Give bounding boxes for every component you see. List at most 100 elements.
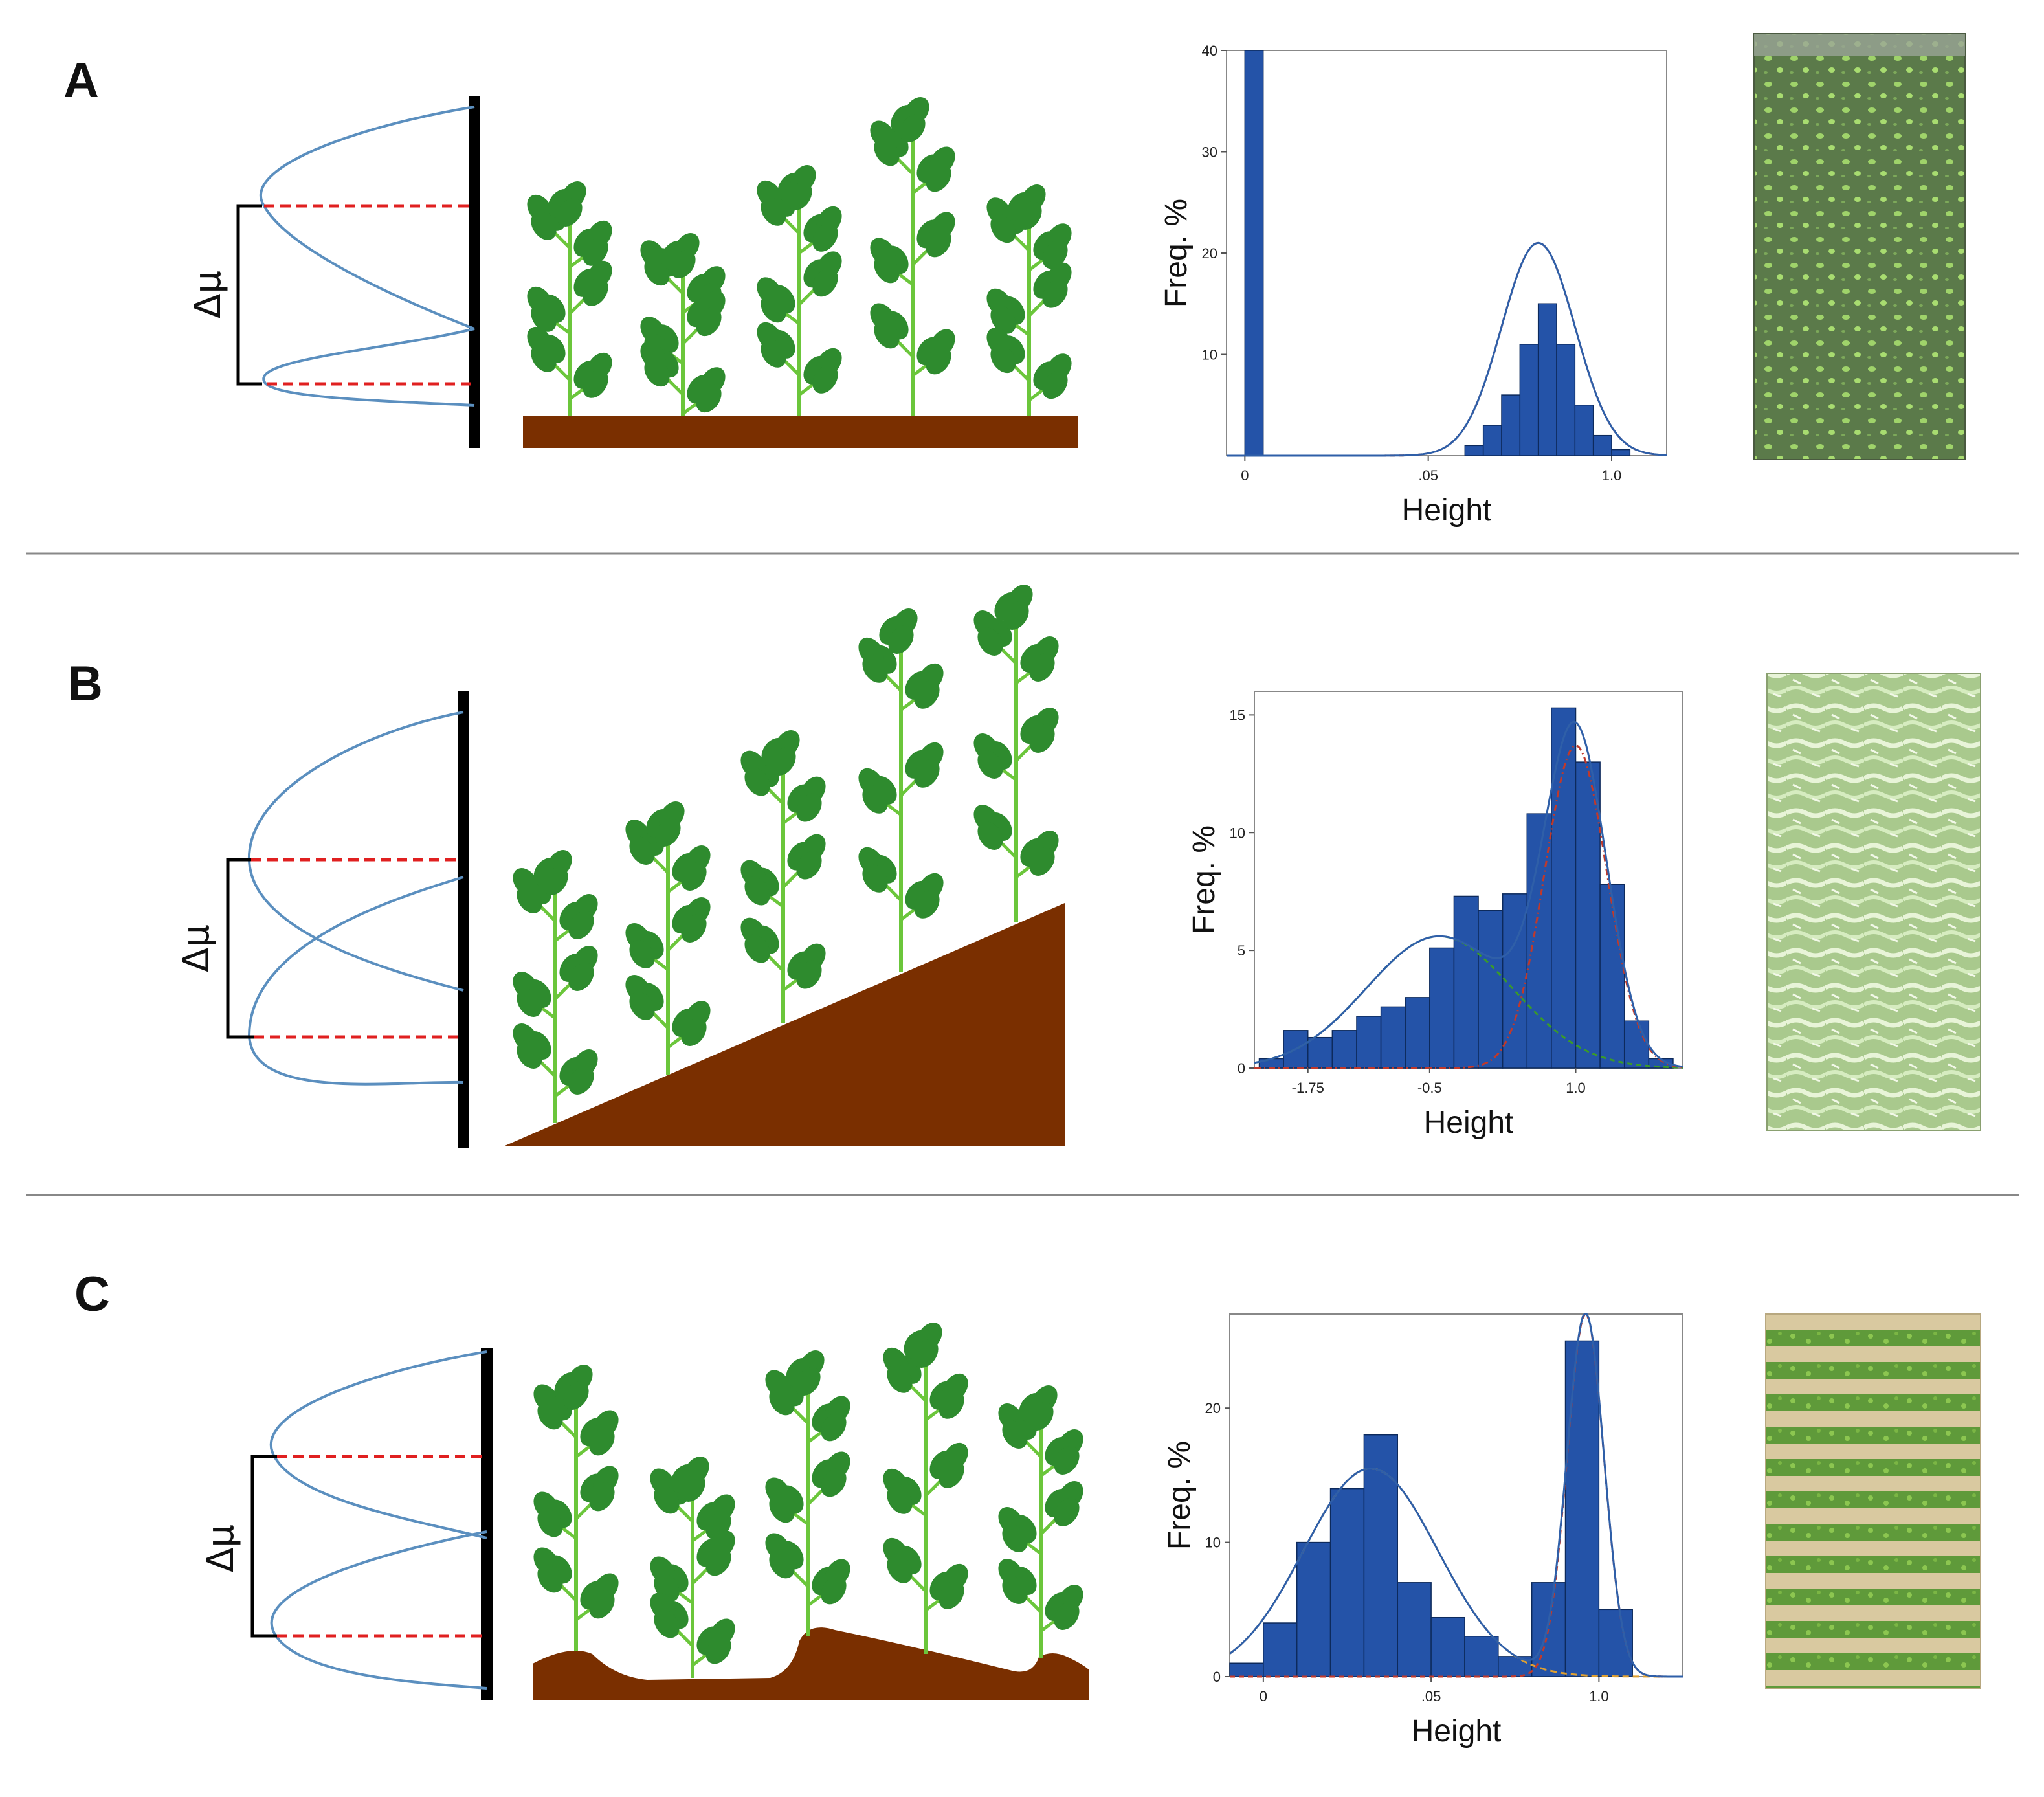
leaf-cluster: [858, 637, 897, 683]
leaf-cluster: [554, 1365, 593, 1410]
histogram-bar: [1564, 1340, 1600, 1677]
leaf-cluster: [929, 1442, 968, 1488]
leaf: [990, 214, 1016, 243]
fit-curve: [1254, 935, 1683, 1069]
leaf-cluster: [883, 1537, 922, 1583]
leaf: [1016, 201, 1042, 230]
leaf: [1002, 1420, 1028, 1449]
y-axis-title: Freq. %: [1159, 199, 1194, 307]
leaf-cluster: [672, 897, 711, 943]
leaf: [589, 1482, 615, 1512]
leaf: [769, 1387, 795, 1416]
leaf: [1042, 279, 1068, 308]
leaf-cluster: [905, 663, 944, 709]
x-axis-title: Height: [1412, 1714, 1502, 1748]
leaf: [1003, 601, 1029, 630]
leaf-cluster: [916, 146, 955, 192]
histogram-bar: [1482, 425, 1502, 456]
histogram-bar: [1551, 707, 1577, 1069]
plant: [998, 1385, 1083, 1658]
leaf: [914, 680, 940, 709]
histogram-bar: [1229, 1662, 1264, 1677]
leaf-cluster: [870, 120, 909, 166]
x-axis-title: Height: [1424, 1106, 1514, 1140]
delta-bracket: [250, 1455, 277, 1638]
leaf-cluster: [994, 585, 1033, 630]
leaf: [977, 627, 1003, 656]
leaf-cluster: [761, 730, 800, 776]
leaf-cluster: [757, 322, 795, 368]
leaf-cluster: [803, 348, 842, 394]
plot-frame: [1226, 50, 1667, 456]
leaf: [531, 211, 557, 240]
leaf-cluster: [672, 1001, 711, 1046]
leaf: [1042, 370, 1068, 399]
leaf: [696, 384, 722, 413]
fit-curve: [1227, 241, 1667, 457]
leaf: [670, 250, 696, 278]
y-tick-label: 30: [1202, 144, 1217, 161]
field-photo-b: [1766, 673, 1981, 1131]
histogram-bar: [1380, 1006, 1406, 1069]
leaf-cluster: [973, 733, 1012, 779]
x-tick-label: 1.0: [1589, 1688, 1609, 1704]
leaf-cluster: [757, 277, 795, 323]
leaf: [862, 785, 888, 814]
leaf: [769, 1494, 795, 1523]
x-tick-label: -1.75: [1292, 1080, 1324, 1096]
leaf: [654, 1609, 680, 1638]
leaf-cluster: [661, 233, 700, 278]
fit-curve: [1230, 1313, 1683, 1678]
leaf: [761, 197, 786, 226]
x-tick-label: .05: [1421, 1688, 1441, 1704]
leaf: [926, 346, 951, 375]
leaf-cluster: [527, 286, 566, 332]
leaf-cluster: [891, 97, 929, 142]
leaf-cluster: [883, 1347, 922, 1393]
leaf-cluster: [765, 1477, 804, 1523]
leaf: [862, 654, 888, 683]
leaf-cluster: [765, 1370, 804, 1416]
leaf: [744, 934, 770, 963]
leaf: [821, 1412, 847, 1442]
leaf: [796, 851, 822, 880]
y-tick-label: 5: [1238, 943, 1245, 959]
plant: [973, 585, 1059, 922]
leaf-cluster: [786, 1350, 825, 1396]
histogram-bar: [1356, 1016, 1382, 1069]
leaf: [990, 305, 1016, 334]
leaf: [654, 1485, 680, 1514]
leaf: [531, 343, 557, 372]
plant: [765, 1350, 850, 1636]
leaf-cluster: [986, 288, 1025, 334]
leaf-cluster: [1020, 708, 1059, 753]
histogram-bar: [1478, 910, 1504, 1069]
leaf: [926, 229, 951, 258]
leaf-cluster: [580, 1573, 619, 1619]
leaf-cluster: [916, 329, 955, 375]
leaf: [537, 1564, 563, 1593]
plant: [858, 608, 944, 972]
leaf-cluster: [929, 1373, 968, 1419]
leaf-cluster: [1007, 184, 1046, 230]
y-tick-label: 10: [1230, 825, 1245, 841]
leaf-cluster: [986, 328, 1025, 374]
histogram-bar: [1263, 1622, 1298, 1677]
histogram-bar: [1244, 50, 1264, 456]
histogram-bar: [1429, 947, 1455, 1069]
leaf-cluster: [559, 894, 598, 939]
leaf-cluster: [787, 776, 826, 822]
leaf: [1054, 1498, 1080, 1526]
y-tick-label: 10: [1205, 1535, 1221, 1551]
histogram-bar: [1405, 997, 1430, 1069]
leaf: [1029, 653, 1055, 682]
panel-letter-b: B: [67, 656, 103, 711]
leaf: [914, 759, 940, 788]
leaf-cluster: [1019, 1385, 1058, 1431]
plant-scene-a: [523, 97, 1078, 448]
histogram-bar: [1331, 1030, 1357, 1069]
fit-curve: [1254, 744, 1683, 1069]
x-tick-label: -0.5: [1417, 1080, 1442, 1096]
leaf-cluster: [870, 238, 909, 284]
